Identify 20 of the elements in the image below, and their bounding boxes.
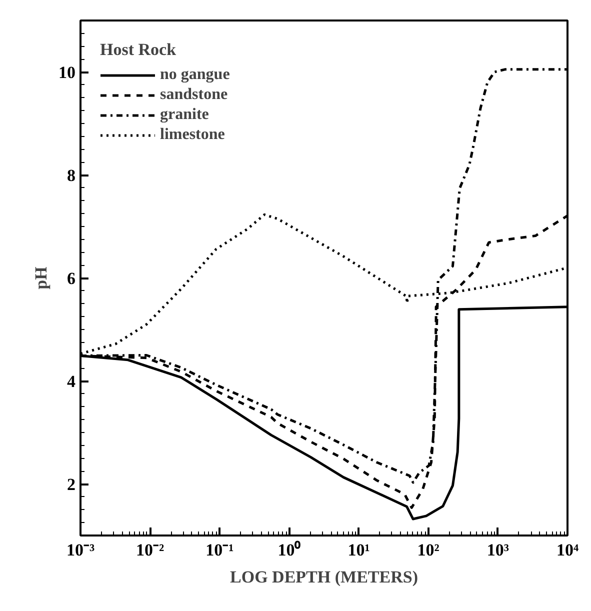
x-tick-label: 10⁴ (556, 540, 579, 560)
legend-title: Host Rock (100, 40, 178, 60)
x-axis-title: LOG DEPTH (METERS) (230, 568, 418, 586)
x-tick-label: 10⁻¹ (206, 540, 234, 560)
y-tick-label: 8 (67, 166, 76, 185)
x-tick-label: 10³ (486, 540, 509, 560)
x-tick-label: 10⁻³ (66, 540, 95, 560)
x-tick-label: 10² (417, 540, 440, 560)
y-axis-title: pH (32, 266, 50, 290)
y-tick-label: 6 (67, 269, 76, 288)
legend-label: sandstone (160, 86, 228, 104)
x-tick-label: 10⁰ (278, 540, 301, 560)
y-tick-label: 2 (67, 475, 76, 494)
x-tick-label: 10¹ (348, 540, 370, 560)
x-tick-label: 10⁻² (136, 540, 164, 560)
legend-label: limestone (160, 126, 225, 144)
y-tick-label: 4 (67, 372, 76, 391)
legend-label: no gangue (160, 66, 230, 84)
legend-label: granite (160, 106, 209, 124)
y-tick-label: 10 (58, 63, 76, 82)
